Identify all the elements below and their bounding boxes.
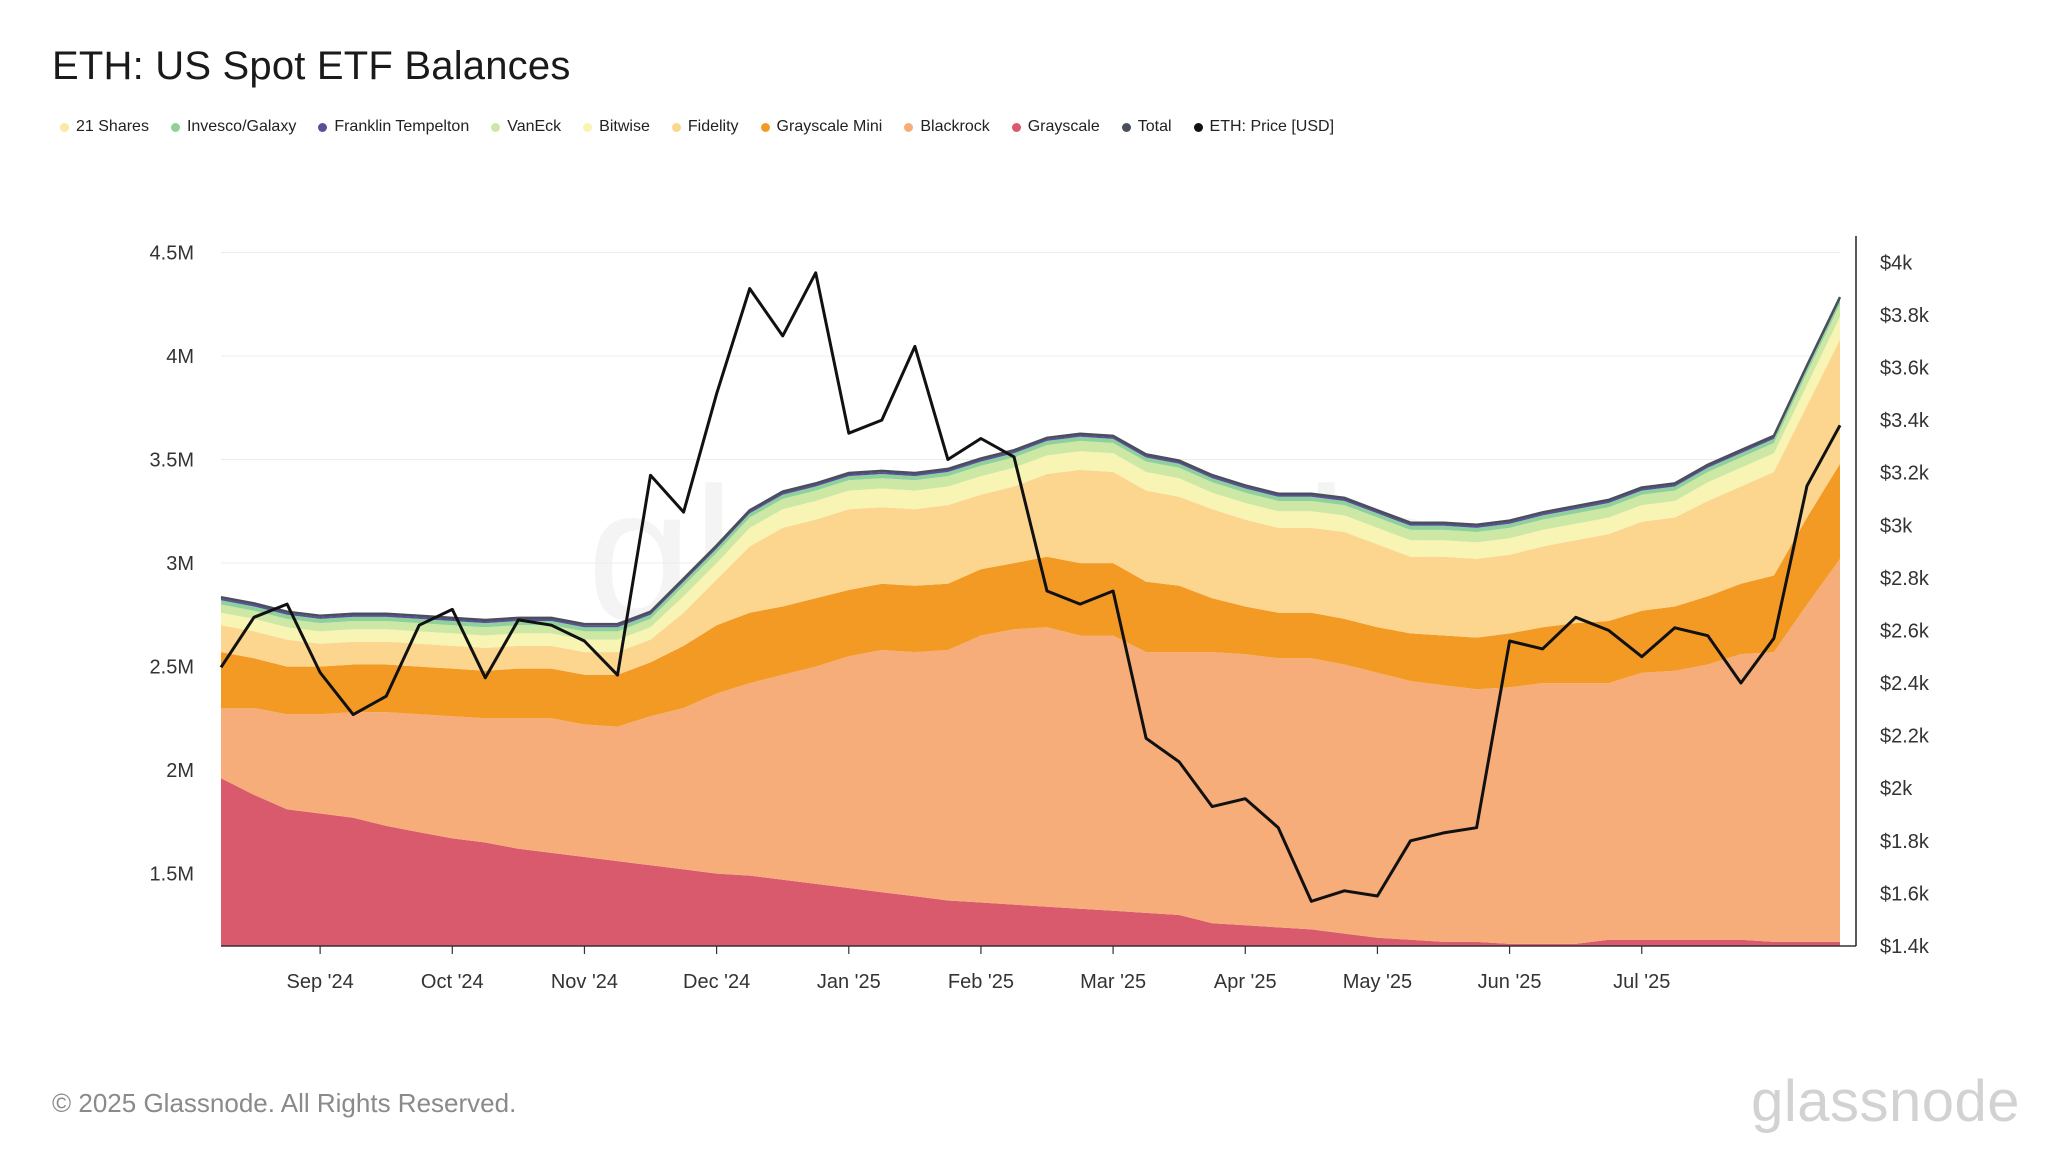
area-series-grayscale[interactable] [221, 778, 1840, 946]
right-axis-tick-label: $3.2k [1880, 463, 1930, 485]
legend-dot [1011, 122, 1021, 132]
legend-item-total[interactable]: Total [1121, 118, 1172, 136]
legend-dot [318, 122, 328, 132]
total-line[interactable] [220, 296, 1842, 626]
legend-label: 21 Shares [76, 118, 149, 135]
legend-item-blackrock[interactable]: Blackrock [904, 118, 990, 136]
right-axis-tick-label: $3k [1880, 515, 1913, 537]
x-axis-tick-label: Dec '24 [683, 971, 750, 993]
right-axis-tick-label: $1.4k [1880, 936, 1930, 958]
right-axis-tick-label: $3.8k [1880, 305, 1930, 327]
right-axis-tick-label: $2k [1880, 778, 1913, 800]
legend-dot [491, 122, 501, 132]
legend-label: VanEck [507, 118, 562, 135]
area-series-grayscale-mini[interactable] [221, 463, 1840, 727]
x-axis-tick-label: May '25 [1343, 971, 1412, 993]
left-axis-tick-label: 3M [166, 553, 194, 575]
eth-price-line[interactable] [219, 271, 1842, 903]
right-axis-tick-label: $1.8k [1880, 831, 1930, 853]
right-axis-tick-label: $1.6k [1880, 883, 1930, 905]
legend: 21 Shares Invesco/Galaxy Franklin Tempelto… [60, 118, 1334, 136]
legend-label: Grayscale [1027, 118, 1100, 135]
legend-item-franklin-tempelton[interactable]: Franklin Tempelton [318, 118, 469, 136]
legend-item-bitwise[interactable]: Bitwise [583, 118, 650, 136]
left-axis-tick-label: 2.5M [150, 657, 194, 679]
left-axis-tick-label: 1.5M [150, 864, 194, 886]
left-axis-tick-label: 4.5M [150, 243, 194, 265]
x-axis-tick-label: Feb '25 [948, 971, 1014, 993]
legend-label: Fidelity [687, 118, 739, 135]
legend-dot [671, 122, 681, 132]
x-axis-tick-label: Apr '25 [1214, 971, 1277, 993]
legend-item-invesco-galaxy[interactable]: Invesco/Galaxy [170, 118, 297, 136]
legend-dot [60, 122, 69, 132]
x-axis-tick-label: Nov '24 [551, 971, 618, 993]
x-axis-tick-label: Oct '24 [421, 971, 484, 993]
left-axis-tick-label: 2M [166, 760, 194, 782]
legend-label: Grayscale Mini [776, 118, 883, 135]
x-axis-tick-label: Mar '25 [1080, 971, 1146, 993]
legend-dot [583, 122, 593, 132]
legend-label: ETH: Price [USD] [1209, 118, 1335, 135]
legend-label: Total [1137, 118, 1172, 135]
legend-label: Invesco/Galaxy [186, 118, 297, 135]
left-axis-tick-label: 3.5M [150, 450, 194, 472]
glassnode-logo[interactable]: glassnode [1751, 1069, 2020, 1134]
area-series-fidelity[interactable] [221, 339, 1840, 675]
chart-title: ETH: US Spot ETF Balances [52, 44, 571, 88]
legend-item-grayscale[interactable]: Grayscale [1011, 118, 1100, 136]
right-axis-tick-label: $2.4k [1880, 673, 1930, 695]
legend-dot [904, 122, 914, 132]
legend-item-fidelity[interactable]: Fidelity [671, 118, 739, 136]
right-axis-tick-label: $2.8k [1880, 568, 1930, 590]
legend-dot [170, 122, 180, 132]
right-axis-tick-label: $2.2k [1880, 726, 1930, 748]
right-axis-tick-label: $3.6k [1880, 357, 1930, 379]
legend-label: Bitwise [599, 118, 650, 135]
legend-item-grayscale-mini[interactable]: Grayscale Mini [760, 118, 883, 136]
legend-dot [1193, 122, 1203, 132]
right-axis-tick-label: $3.4k [1880, 410, 1930, 432]
legend-dot [760, 122, 770, 132]
area-series-blackrock[interactable] [221, 558, 1840, 944]
x-axis-tick-label: Sep '24 [287, 971, 354, 993]
right-axis-tick-label: $4k [1880, 252, 1913, 274]
copyright-footer: © 2025 Glassnode. All Rights Reserved. [52, 1088, 517, 1118]
legend-item-vaneck[interactable]: VanEck [491, 118, 561, 136]
right-axis-tick-label: $2.6k [1880, 620, 1930, 642]
legend-dot [1121, 122, 1131, 132]
left-axis-tick-label: 4M [166, 346, 194, 368]
legend-label: Franklin Tempelton [334, 118, 470, 135]
legend-item-21-shares[interactable]: 21 Shares [60, 118, 149, 136]
x-axis-tick-label: Jun '25 [1478, 971, 1542, 993]
x-axis-tick-label: Jan '25 [817, 971, 881, 993]
x-axis-tick-label: Jul '25 [1613, 971, 1670, 993]
legend-item-eth-price-usd[interactable]: ETH: Price [USD] [1193, 118, 1335, 136]
legend-label: Blackrock [920, 118, 990, 135]
